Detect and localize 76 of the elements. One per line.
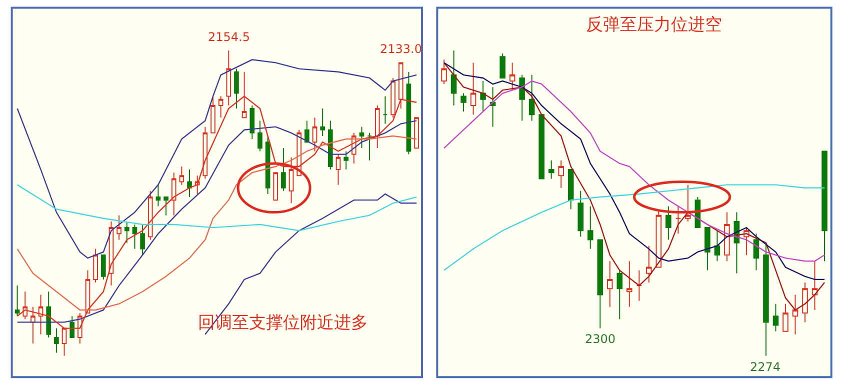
candlestick — [250, 104, 255, 140]
candlestick — [558, 160, 564, 188]
candlestick — [509, 62, 516, 91]
annotation: 2274 — [750, 360, 781, 374]
candlestick — [772, 303, 779, 332]
candlestick — [666, 206, 672, 240]
candlestick — [406, 71, 412, 155]
candlestick — [792, 294, 798, 335]
candlestick — [171, 172, 176, 216]
candlestick — [93, 248, 98, 283]
candlestick — [258, 120, 262, 152]
candlestick — [164, 196, 168, 216]
annotation: 2300 — [585, 332, 616, 346]
annotation: 2154.5 — [208, 30, 250, 44]
candlestick — [480, 80, 486, 112]
candlestick — [320, 108, 326, 136]
candlestick — [441, 59, 447, 85]
candlestick — [626, 260, 632, 308]
candlestick — [328, 120, 333, 170]
candlestick — [202, 126, 208, 180]
candlestick — [704, 227, 710, 271]
candlestick — [460, 92, 466, 112]
candlestick — [336, 154, 341, 186]
candlestick — [132, 224, 138, 250]
candlestick — [140, 224, 145, 256]
candlestick — [578, 190, 584, 238]
candlestick — [568, 169, 574, 210]
candlestick — [14, 285, 20, 317]
candlestick — [234, 68, 239, 109]
chart-title: 反弹至压力位进空 — [586, 15, 722, 35]
candlestick — [490, 86, 496, 128]
candlestick — [538, 114, 544, 180]
candlestick — [500, 53, 506, 78]
candlestick — [187, 169, 192, 198]
candlestick — [374, 104, 380, 149]
candlestick — [548, 160, 554, 180]
candlestick — [124, 220, 130, 244]
candlestick — [812, 260, 818, 310]
candlestick — [724, 212, 730, 262]
candlestick — [367, 132, 372, 161]
candlestick — [470, 62, 476, 116]
candlestick — [312, 117, 318, 152]
annotation: 回调至支撑位附近进多 — [198, 313, 368, 333]
candlestick — [616, 270, 623, 320]
candlestick — [519, 74, 525, 122]
candlestick — [273, 172, 278, 201]
candlestick — [763, 242, 769, 356]
candlestick — [156, 184, 161, 207]
candlestick — [646, 245, 652, 283]
candlestick — [70, 316, 75, 338]
candlestick — [714, 230, 720, 262]
candlestick — [148, 190, 153, 240]
candlestick — [414, 117, 419, 149]
candlestick — [281, 148, 286, 192]
candlestick — [226, 50, 232, 106]
candlestick — [753, 233, 760, 271]
candlestick — [382, 96, 388, 124]
candlestick — [450, 50, 457, 106]
candlestick — [46, 291, 52, 338]
candlestick — [54, 328, 59, 354]
candlestick — [782, 303, 788, 332]
candlestick — [304, 120, 310, 143]
candlestick — [100, 254, 106, 280]
candlestick — [597, 239, 604, 329]
candlestick — [606, 260, 613, 308]
candlestick — [528, 74, 535, 122]
candlestick — [636, 270, 642, 302]
candlestick — [218, 96, 224, 118]
candlestick — [802, 282, 808, 323]
candlestick — [116, 214, 122, 240]
candlestick — [22, 291, 28, 320]
candlestick — [179, 166, 184, 186]
candlestick — [344, 150, 348, 170]
candlestick — [587, 206, 594, 250]
candlestick — [359, 126, 364, 149]
candlestick — [822, 150, 828, 262]
